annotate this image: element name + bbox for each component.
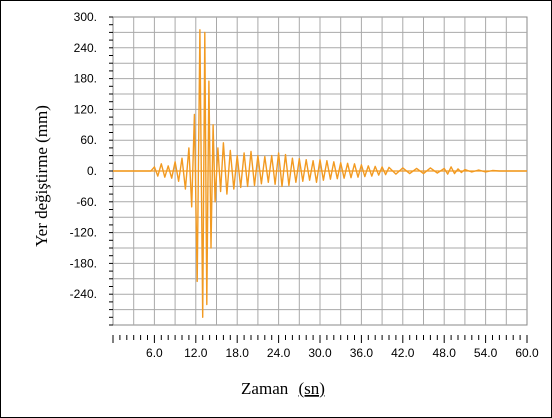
x-tick-label: 6.0 [146, 346, 163, 360]
series [113, 29, 527, 318]
x-tick-label: 30.0 [308, 346, 332, 360]
x-tick-label: 24.0 [267, 346, 291, 360]
y-tick-label: 0. [87, 164, 97, 178]
y-tick-label: -240. [70, 287, 97, 301]
x-axis-unit: (sn) [299, 379, 325, 398]
tick-labels: 300. 240. 180. 120. 60. 0. -60. -120. -180. -240.… [70, 10, 539, 360]
x-tick-label: 48.0 [433, 346, 457, 360]
y-tick-label: 60. [80, 133, 97, 147]
displacement-line [113, 29, 527, 318]
y-tick-label: 240. [74, 41, 97, 55]
y-tick-label: -60. [76, 195, 97, 209]
x-tick-label: 42.0 [391, 346, 415, 360]
x-axis-label-group: Zaman (sn) [241, 379, 325, 398]
x-tick-label: 54.0 [474, 346, 498, 360]
axes [109, 16, 528, 343]
y-tick-label: -120. [70, 226, 97, 240]
y-tick-label: 180. [74, 72, 97, 86]
y-tick-label: 120. [74, 102, 97, 116]
x-axis-label: Zaman [241, 379, 289, 398]
x-tick-label: 60.0 [515, 346, 539, 360]
y-axis-label: Yer değiştirme (mm) [32, 105, 51, 247]
y-tick-label: 300. [74, 10, 97, 24]
x-tick-label: 12.0 [184, 346, 208, 360]
x-tick-label: 18.0 [226, 346, 250, 360]
y-tick-label: -180. [70, 256, 97, 270]
x-tick-label: 36.0 [350, 346, 374, 360]
